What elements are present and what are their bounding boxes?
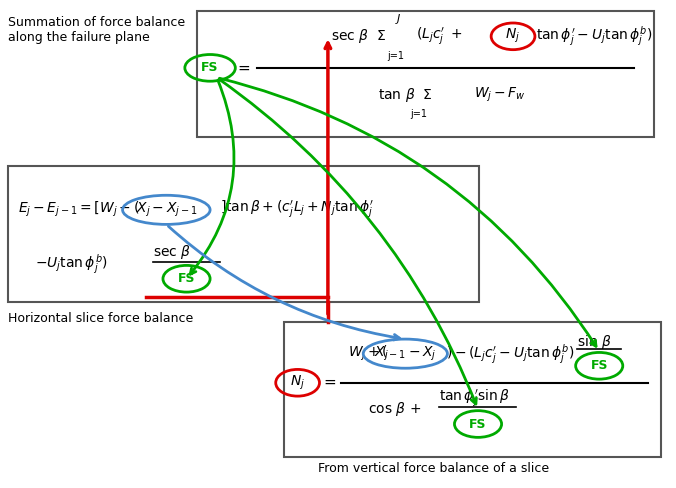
Text: sec $\beta$: sec $\beta$	[153, 243, 191, 261]
Text: $N_j$: $N_j$	[506, 27, 521, 45]
Text: =: =	[323, 375, 336, 390]
Text: Horizontal slice force balance: Horizontal slice force balance	[8, 312, 193, 325]
Text: $\tan\phi_j^{\prime} - U_j\tan\phi_j^{b})$: $\tan\phi_j^{\prime} - U_j\tan\phi_j^{b}…	[535, 24, 652, 48]
Text: $X_{j-1} - X_j$: $X_{j-1} - X_j$	[374, 345, 437, 363]
Text: $- U_j\tan\phi_j^{b})$: $- U_j\tan\phi_j^{b})$	[35, 252, 108, 276]
Text: cos $\beta$ +: cos $\beta$ +	[368, 401, 423, 419]
Text: j=1: j=1	[387, 51, 404, 61]
Text: FS: FS	[178, 272, 195, 285]
Text: tan $\beta$  $\Sigma$: tan $\beta$ $\Sigma$	[378, 85, 433, 103]
Text: J: J	[397, 14, 400, 24]
Text: FS: FS	[469, 418, 487, 430]
Text: From vertical force balance of a slice: From vertical force balance of a slice	[318, 462, 549, 475]
Text: $E_j - E_{j-1} = [W_j - ($: $E_j - E_{j-1} = [W_j - ($	[18, 200, 140, 220]
Text: Summation of force balance
along the failure plane: Summation of force balance along the fai…	[8, 16, 185, 44]
Text: $\tan\phi_j^{\prime}\sin\beta$: $\tan\phi_j^{\prime}\sin\beta$	[439, 388, 510, 409]
Text: $W_j + ($: $W_j + ($	[348, 344, 388, 363]
Text: =: =	[237, 61, 249, 75]
Text: $(L_j c_j^{\prime}\ +$: $(L_j c_j^{\prime}\ +$	[416, 26, 462, 47]
Bar	[197, 11, 654, 137]
Text: j=1: j=1	[410, 109, 427, 119]
Text: $]\tan\beta + (c_j^{\prime}L_j + N_j\tan\phi_j^{\prime}$: $]\tan\beta + (c_j^{\prime}L_j + N_j\tan…	[220, 199, 375, 221]
Text: sin $\beta$: sin $\beta$	[577, 332, 612, 350]
Text: FS: FS	[201, 61, 219, 74]
Text: $N_j$: $N_j$	[290, 374, 305, 392]
Text: $X_j - X_{j-1}$: $X_j - X_{j-1}$	[135, 201, 197, 219]
Text: FS: FS	[590, 359, 608, 372]
Text: $W_j - F_w$: $W_j - F_w$	[474, 85, 525, 104]
Text: sec $\beta$  $\Sigma$: sec $\beta$ $\Sigma$	[331, 27, 386, 45]
Text: $) - (L_jc_j^{\prime} - U_j\tan\phi_j^{b})$: $) - (L_jc_j^{\prime} - U_j\tan\phi_j^{b…	[445, 342, 574, 366]
Bar	[8, 166, 479, 302]
Bar	[284, 322, 661, 457]
